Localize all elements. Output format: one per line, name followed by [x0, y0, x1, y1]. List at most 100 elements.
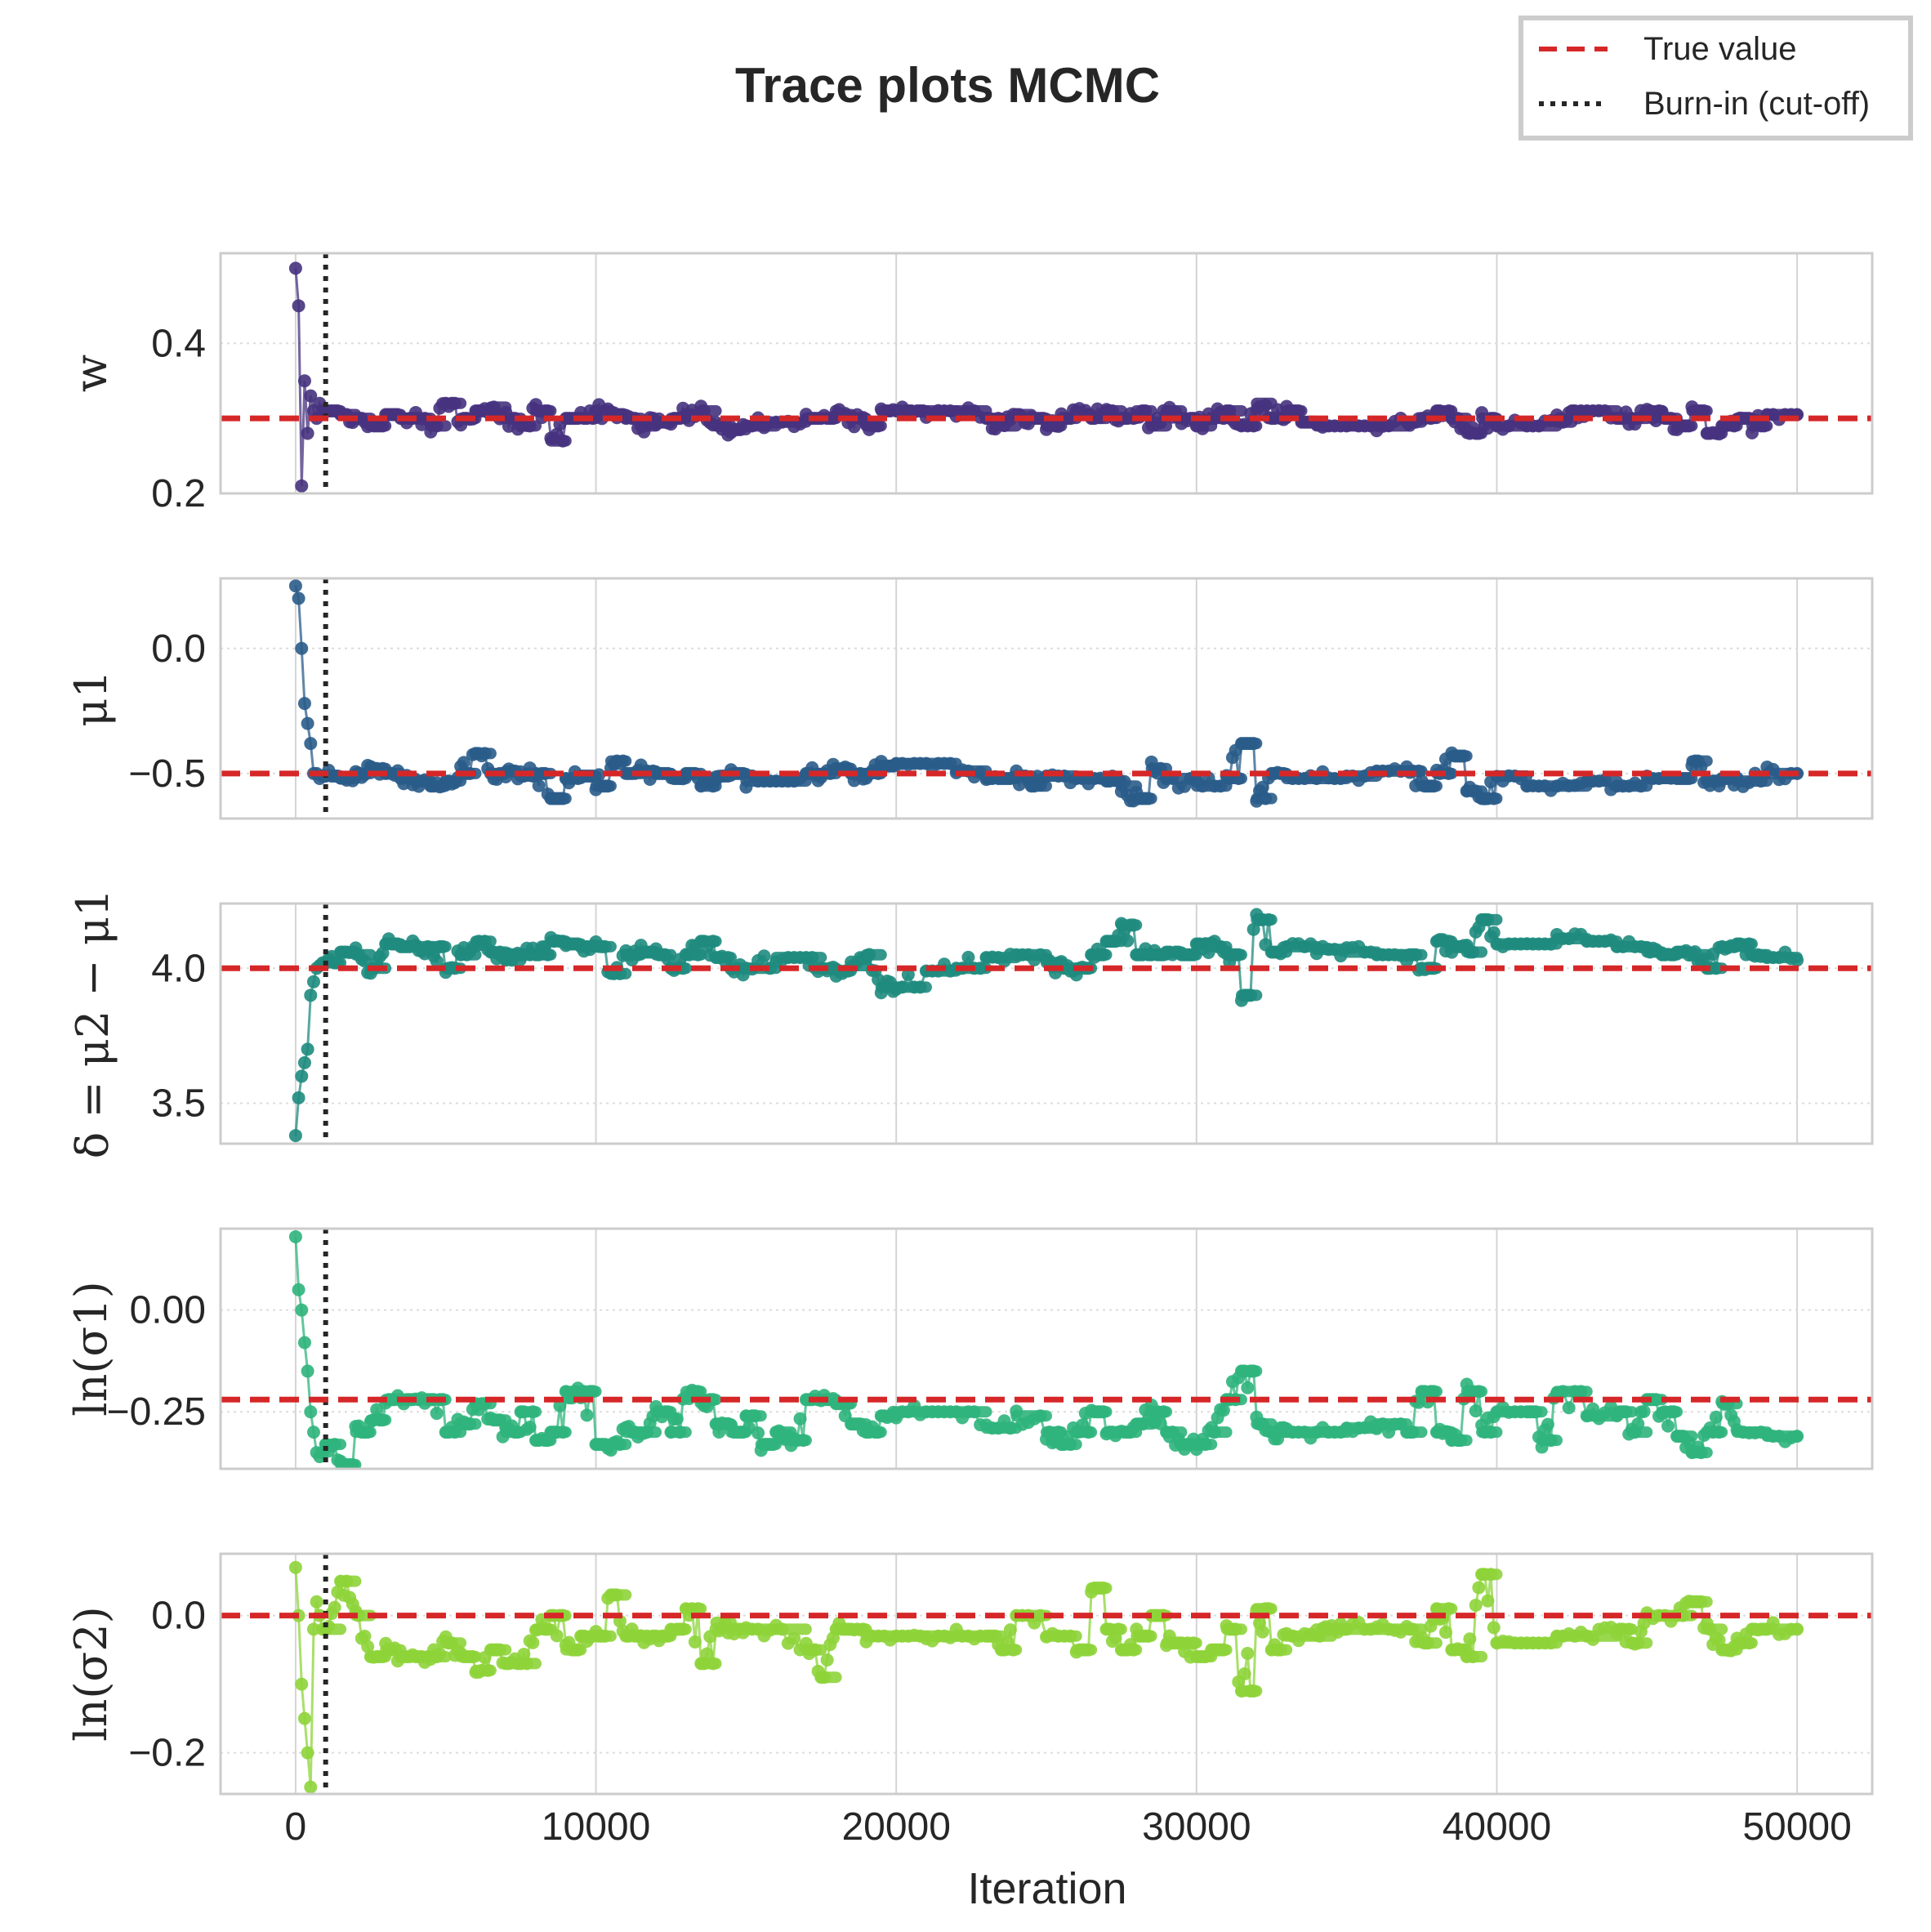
trace-point: [1484, 1568, 1498, 1582]
trace-point: [1141, 1629, 1155, 1643]
trace-point: [796, 1434, 810, 1448]
trace-point: [304, 737, 318, 751]
trace-point: [292, 1091, 305, 1104]
x-tick-label: 30000: [1142, 1805, 1251, 1849]
trace-point: [295, 1677, 309, 1691]
trace-point: [301, 1364, 314, 1378]
trace-point: [1745, 426, 1759, 439]
trace-point: [601, 779, 615, 793]
trace-point: [793, 1412, 807, 1426]
trace-point: [1216, 1643, 1230, 1657]
y-tick-label: −0.25: [107, 1390, 206, 1434]
trace-point: [346, 1458, 359, 1469]
trace-point: [1463, 1632, 1477, 1646]
trace-point: [1487, 792, 1501, 805]
plot-content: [221, 1229, 1872, 1469]
trace-point: [676, 1622, 690, 1636]
trace-point: [967, 1405, 981, 1419]
y-tick-label: −0.5: [128, 752, 206, 796]
trace-point: [361, 1640, 375, 1653]
trace-point: [466, 1650, 479, 1663]
trace-point: [1634, 779, 1648, 793]
trace-point: [1064, 1629, 1077, 1643]
plot-content: [221, 253, 1872, 493]
trace-point: [1694, 1446, 1708, 1460]
trace-point: [433, 1647, 447, 1661]
trace-point: [1472, 1581, 1486, 1595]
plot-content: [221, 904, 1872, 1144]
trace-point: [1121, 934, 1135, 948]
trace-point: [556, 434, 570, 448]
trace-point: [775, 1622, 789, 1636]
trace-point: [1661, 1419, 1675, 1433]
trace-point: [1682, 419, 1696, 433]
trace-point: [1406, 1622, 1420, 1636]
trace-point: [706, 1657, 720, 1671]
trace-point: [288, 1229, 302, 1243]
trace-point: [1259, 792, 1273, 805]
trace-point: [1259, 398, 1273, 412]
trace-point: [1246, 922, 1260, 936]
trace-point: [1637, 1404, 1651, 1418]
trace-point: [664, 1426, 678, 1439]
trace-point: [1273, 1643, 1287, 1657]
trace-point: [766, 1438, 780, 1452]
trace-point: [430, 419, 444, 433]
trace-point: [463, 1417, 477, 1431]
legend-burn-in-label: Burn-in (cut-off): [1643, 86, 1870, 122]
trace-point: [1469, 1598, 1483, 1612]
trace-point: [1481, 1594, 1495, 1608]
trace-point: [1766, 762, 1780, 776]
trace-point: [430, 954, 444, 968]
trace-point: [1466, 945, 1480, 959]
trace-point: [1246, 1684, 1260, 1698]
trace-point: [288, 1560, 302, 1574]
y-tick-label: 0.2: [151, 472, 206, 515]
trace-point: [1529, 1405, 1543, 1419]
trace-point: [493, 1643, 506, 1657]
trace-point: [520, 1657, 533, 1671]
y-tick-label: 4.0: [151, 947, 206, 990]
trace-point: [1006, 1643, 1020, 1657]
trace-point: [328, 1600, 341, 1614]
trace-point: [673, 1426, 687, 1439]
trace-point: [863, 948, 876, 962]
x-tick-label: 0: [285, 1805, 307, 1849]
trace-point: [1487, 1621, 1501, 1635]
trace-point: [1262, 912, 1276, 926]
trace-point: [820, 1653, 834, 1667]
trace-point: [1427, 1385, 1441, 1399]
y-tick-label: −0.2: [128, 1732, 206, 1775]
trace-point: [306, 975, 320, 988]
trace-point: [1541, 1417, 1554, 1431]
trace-point: [1481, 912, 1495, 926]
trace-point: [592, 768, 606, 782]
trace-point: [526, 1405, 540, 1419]
legend-true-value-label: True value: [1643, 31, 1797, 67]
trace-point: [1544, 937, 1558, 951]
y-axis-label: w: [65, 355, 117, 392]
trace-point: [706, 1393, 720, 1407]
trace-point: [1766, 1616, 1780, 1630]
trace-point: [1243, 988, 1257, 1002]
trace-point: [610, 1588, 624, 1602]
trace-point: [1556, 1385, 1570, 1399]
y-tick-label: 0.0: [151, 627, 206, 671]
trace-point: [517, 1405, 531, 1419]
trace-point: [361, 1426, 375, 1439]
y-tick-label: 0.0: [151, 1595, 206, 1638]
trace-point: [901, 968, 915, 982]
trace-point: [532, 779, 546, 792]
x-tick-label: 50000: [1742, 1805, 1851, 1849]
trace-point: [1246, 419, 1260, 433]
trace-point: [943, 756, 957, 770]
trace-point: [1742, 937, 1756, 951]
trace-point: [1126, 1643, 1140, 1657]
plot-area: [221, 1554, 1872, 1794]
trace-point: [691, 1385, 705, 1399]
trace-point: [553, 1399, 567, 1412]
plot-frame: [219, 1227, 1874, 1470]
trace-point: [292, 299, 305, 313]
trace-point: [376, 1413, 390, 1427]
